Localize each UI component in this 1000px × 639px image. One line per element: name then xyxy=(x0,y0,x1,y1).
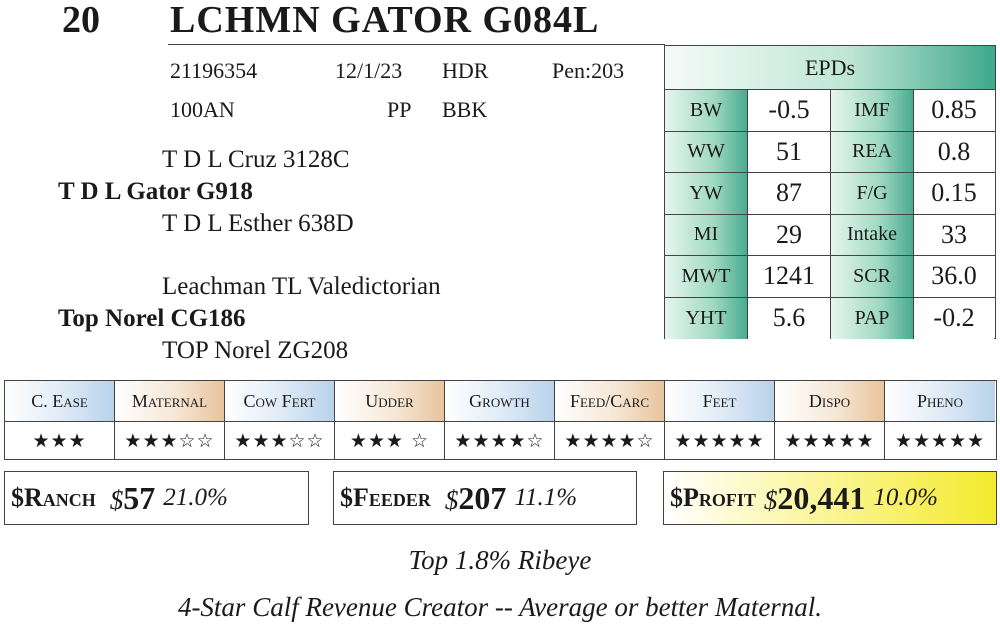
birth-date: 12/1/23 xyxy=(335,58,403,83)
rating-stars: ★★★ xyxy=(32,429,87,452)
ranch-index-value: $57 xyxy=(109,479,156,516)
rating-label: Pheno xyxy=(885,381,995,422)
rating-label: Dispo xyxy=(775,381,884,422)
ranch-index-percent: 21.0% xyxy=(163,484,228,511)
rating-stars: ★★★★★ xyxy=(674,429,765,452)
animal-name: LCHMN GATOR G084L xyxy=(170,0,600,41)
sire-code: 100AN xyxy=(170,97,235,122)
rating-stars: ★★★★★ xyxy=(784,429,875,452)
epd-label: YW xyxy=(665,173,748,214)
epd-row: WW 51 REA 0.8 xyxy=(665,131,995,173)
epd-value: -0.2 xyxy=(914,297,994,339)
rating-column: Dispo ★★★★★ xyxy=(775,381,885,459)
rating-stars: ★★★★☆ xyxy=(454,429,545,452)
rating-label: Growth xyxy=(445,381,554,422)
profit-index-value: $20,441 xyxy=(763,479,866,516)
rating-column: Cow Fert ★★★☆☆ xyxy=(225,381,335,459)
pedigree-dam-dam: TOP Norel ZG208 xyxy=(162,337,349,364)
pedigree-sire: T D L Gator G918 xyxy=(58,178,253,205)
rating-label: Udder xyxy=(335,381,444,422)
feeder-index-box: $Feeder $207 11.1% xyxy=(333,471,637,525)
lot-number: 20 xyxy=(62,0,100,41)
rating-column: Feed/Carc ★★★★☆ xyxy=(555,381,665,459)
coat-color: BBK xyxy=(442,97,488,122)
rating-column: Udder ★★★ ☆ xyxy=(335,381,445,459)
epd-value: 1241 xyxy=(748,256,831,297)
epd-label: IMF xyxy=(831,90,914,131)
rating-stars: ★★★☆☆ xyxy=(234,429,325,452)
feeder-index-value: $207 xyxy=(444,479,507,516)
pedigree-sire-dam: T D L Esther 638D xyxy=(162,210,354,237)
rating-label: Feet xyxy=(665,381,774,422)
ranch-index-label: $Ranch xyxy=(11,483,96,512)
profit-index-label: $Profit xyxy=(670,483,756,512)
epd-label: Intake xyxy=(831,214,914,255)
epd-value: 33 xyxy=(914,214,994,255)
epd-value: 0.8 xyxy=(914,131,994,172)
epd-label: PAP xyxy=(831,297,914,339)
epd-label: MWT xyxy=(665,256,748,297)
epd-table: EPDs BW -0.5 IMF 0.85 WW 51 REA 0.8 YW 87 F/G 0.15 M… xyxy=(664,45,996,339)
feeder-index-percent: 11.1% xyxy=(514,484,578,511)
rating-label: C. Ease xyxy=(5,381,114,422)
polled-status: PP xyxy=(387,97,412,122)
rating-column: C. Ease ★★★ xyxy=(5,381,115,459)
epd-value: -0.5 xyxy=(748,90,831,131)
epd-header: EPDs xyxy=(665,46,995,90)
pen-number: Pen:203 xyxy=(552,58,625,83)
rating-label: Feed/Carc xyxy=(555,381,664,422)
pedigree-dam: Top Norel CG186 xyxy=(58,305,246,332)
epd-label: BW xyxy=(665,90,748,131)
rating-stars: ★★★ ☆ xyxy=(349,429,430,452)
registration-number: 21196354 xyxy=(170,58,258,83)
epd-value: 36.0 xyxy=(914,256,994,297)
epd-row: MI 29 Intake 33 xyxy=(665,214,995,256)
feeder-index-label: $Feeder xyxy=(340,483,431,512)
epd-value: 87 xyxy=(748,173,831,214)
ratings-table: C. Ease ★★★ Maternal ★★★☆☆ Cow Fert ★★★☆☆ Udde… xyxy=(4,380,997,460)
epd-value: 0.15 xyxy=(914,173,994,214)
epd-label: WW xyxy=(665,131,748,172)
epd-label: MI xyxy=(665,214,748,255)
epd-row: MWT 1241 SCR 36.0 xyxy=(665,256,995,298)
ranch-index-box: $Ranch $57 21.0% xyxy=(4,471,309,525)
epd-label: SCR xyxy=(831,256,914,297)
epd-label: REA xyxy=(831,131,914,172)
rating-label: Maternal xyxy=(115,381,224,422)
note-calf-revenue: 4-Star Calf Revenue Creator -- Average o… xyxy=(177,592,823,622)
epd-value: 0.85 xyxy=(914,90,994,131)
profit-index-percent: 10.0% xyxy=(873,484,938,511)
profit-index-box: $Profit $20,441 10.0% xyxy=(663,471,997,525)
rating-stars: ★★★★★ xyxy=(894,429,986,452)
rating-label: Cow Fert xyxy=(225,381,334,422)
pedigree-sire-sire: T D L Cruz 3128C xyxy=(162,146,350,173)
epd-value: 5.6 xyxy=(748,297,831,339)
epd-row: YHT 5.6 PAP -0.2 xyxy=(665,297,995,339)
horn-status: HDR xyxy=(442,58,489,83)
epd-value: 51 xyxy=(748,131,831,172)
epd-value: 29 xyxy=(748,214,831,255)
rating-column: Maternal ★★★☆☆ xyxy=(115,381,225,459)
rating-column: Growth ★★★★☆ xyxy=(445,381,555,459)
epd-row: BW -0.5 IMF 0.85 xyxy=(665,90,995,132)
rating-column: Pheno ★★★★★ xyxy=(885,381,995,459)
epd-label: F/G xyxy=(831,173,914,214)
epd-label: YHT xyxy=(665,297,748,339)
epd-row: YW 87 F/G 0.15 xyxy=(665,173,995,215)
note-ribeye: Top 1.8% Ribeye xyxy=(408,545,592,575)
title-divider xyxy=(168,44,665,45)
rating-stars: ★★★★☆ xyxy=(564,429,655,452)
pedigree-dam-sire: Leachman TL Valedictorian xyxy=(162,273,441,300)
rating-column: Feet ★★★★★ xyxy=(665,381,775,459)
rating-stars: ★★★☆☆ xyxy=(124,429,215,452)
